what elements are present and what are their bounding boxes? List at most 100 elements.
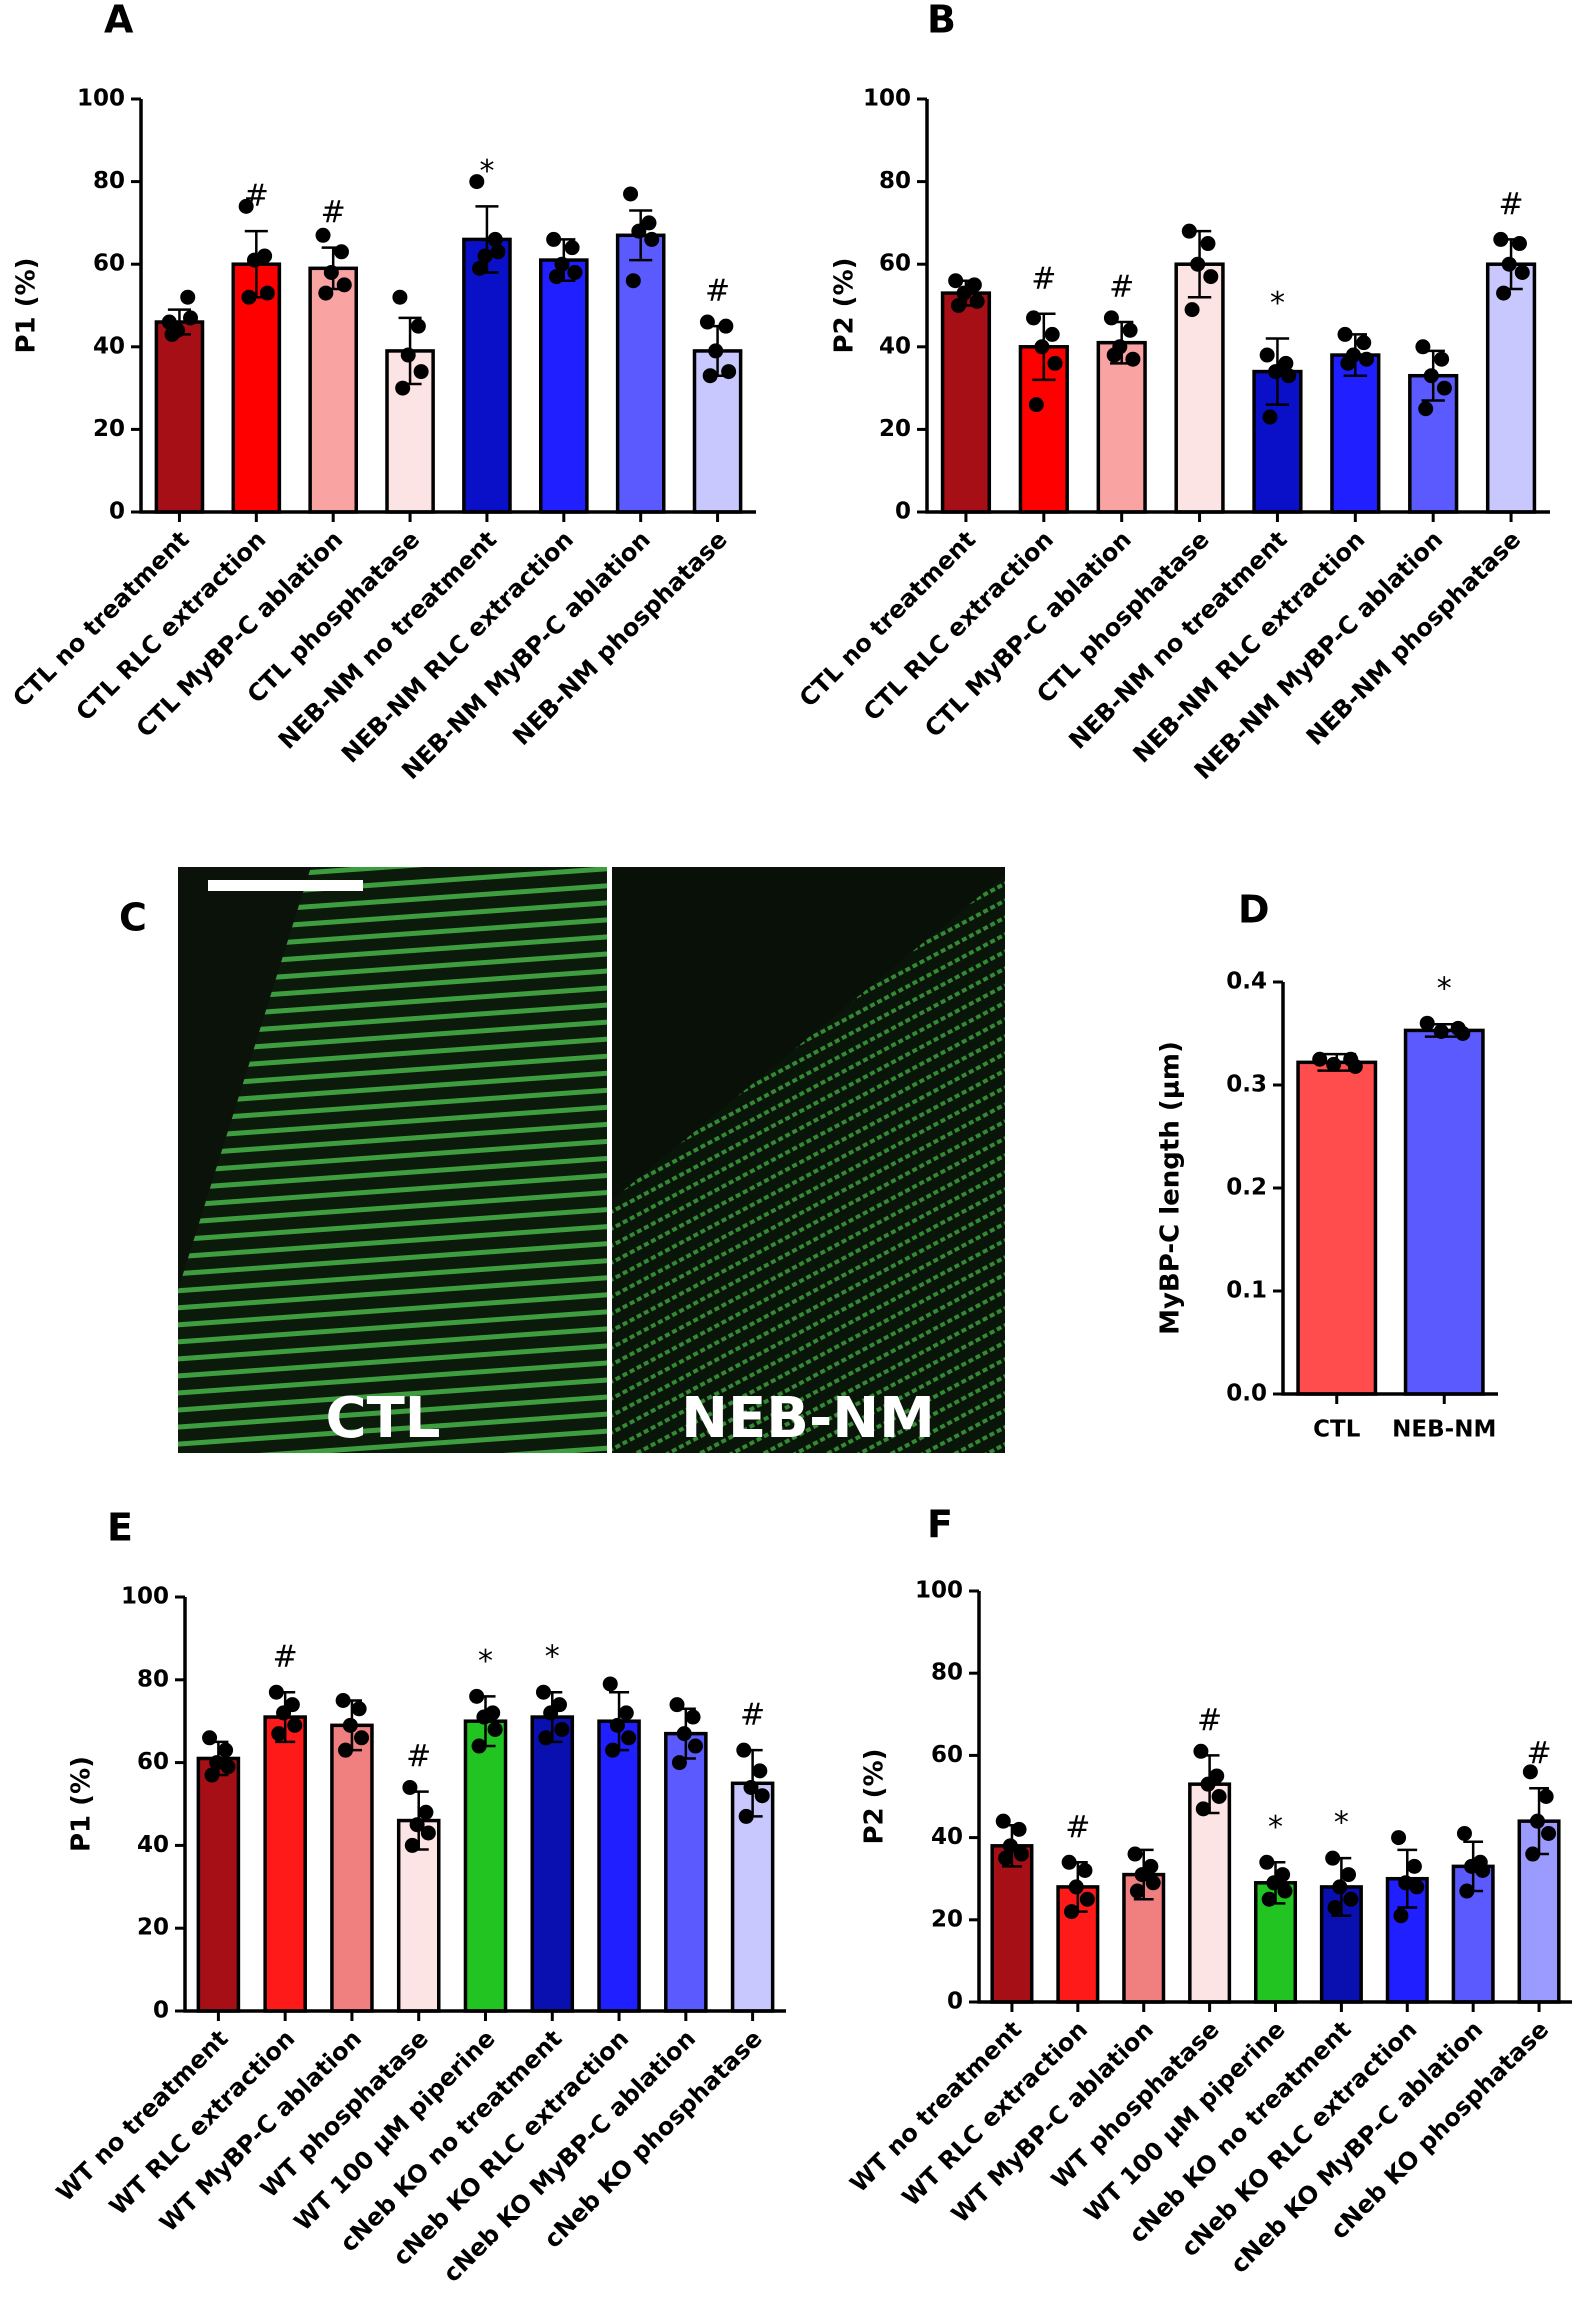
data-point xyxy=(1456,1825,1472,1841)
data-point xyxy=(1200,1776,1216,1792)
data-point xyxy=(1106,347,1122,363)
data-point xyxy=(687,1738,703,1754)
data-point xyxy=(699,314,715,330)
annotation: # xyxy=(406,1739,431,1774)
data-point xyxy=(1496,285,1512,301)
data-point xyxy=(605,1742,621,1758)
micrograph-panel: C CTL NEB-NM xyxy=(119,867,1005,1453)
y-tick-label: 0 xyxy=(109,499,125,525)
data-point xyxy=(204,1767,220,1783)
data-point xyxy=(420,1825,436,1841)
data-point xyxy=(609,1717,625,1733)
data-point xyxy=(1262,409,1278,425)
data-point xyxy=(631,223,647,239)
data-point xyxy=(1026,310,1042,326)
data-point xyxy=(1325,1850,1341,1866)
data-point xyxy=(543,1705,559,1721)
data-point xyxy=(1047,355,1063,371)
annotation: * xyxy=(1270,286,1285,321)
data-point xyxy=(404,1837,420,1853)
panel-letter: F xyxy=(927,1503,953,1547)
data-point xyxy=(1259,347,1275,363)
bar xyxy=(940,291,992,514)
annotation: # xyxy=(1065,1810,1090,1845)
data-point xyxy=(1529,1813,1545,1829)
data-point xyxy=(1419,1015,1435,1031)
y-tick-label: 0 xyxy=(153,1998,169,2024)
data-point xyxy=(1134,1867,1150,1883)
data-point xyxy=(738,1808,754,1824)
data-point xyxy=(685,1709,701,1725)
data-point xyxy=(546,231,562,247)
data-point xyxy=(1511,236,1527,252)
y-tick-label: 0.4 xyxy=(1226,969,1267,995)
data-point xyxy=(1359,351,1375,367)
image-label: NEB-NM xyxy=(681,1386,935,1451)
axes xyxy=(1281,982,1498,1396)
data-point xyxy=(410,318,426,334)
data-point xyxy=(708,343,724,359)
y-tick-label: 0 xyxy=(895,499,911,525)
data-point xyxy=(641,215,657,231)
data-point xyxy=(1493,231,1509,247)
x-tick-label: NEB-NM xyxy=(1392,1417,1496,1443)
data-point xyxy=(1501,256,1517,272)
data-point xyxy=(338,1742,354,1758)
data-point xyxy=(1434,351,1450,367)
data-point xyxy=(1281,368,1297,384)
data-point xyxy=(1044,326,1060,342)
data-point xyxy=(1455,1026,1471,1041)
data-point xyxy=(1193,1743,1209,1759)
data-point xyxy=(1340,355,1356,371)
data-point xyxy=(623,186,639,202)
y-tick-label: 100 xyxy=(915,1578,963,1604)
scale-bar xyxy=(208,880,363,891)
annotation: # xyxy=(321,195,346,230)
data-point xyxy=(956,285,972,301)
data-point xyxy=(1415,339,1431,355)
data-point xyxy=(471,1738,487,1754)
data-point xyxy=(948,273,964,289)
data-point xyxy=(476,1709,492,1725)
data-point xyxy=(1077,1862,1093,1878)
data-point xyxy=(351,1701,367,1717)
y-axis-label: MyBP-C length (µm) xyxy=(1156,1041,1186,1335)
data-point xyxy=(241,289,257,305)
data-point xyxy=(1326,1056,1342,1072)
bar xyxy=(990,1844,1034,2004)
data-point xyxy=(1278,355,1294,371)
bar xyxy=(1330,353,1381,514)
bar xyxy=(1188,1782,1232,2004)
data-point xyxy=(995,1813,1011,1829)
data-point xyxy=(1393,1908,1409,1924)
data-point xyxy=(1312,1051,1328,1067)
annotation: # xyxy=(1109,270,1134,305)
data-point xyxy=(413,364,429,380)
x-tick-label: CTL xyxy=(1313,1417,1361,1443)
data-point xyxy=(1195,1801,1211,1817)
data-point xyxy=(392,289,408,305)
data-point xyxy=(950,298,966,313)
data-point xyxy=(1525,1846,1541,1862)
bar xyxy=(231,262,282,514)
data-point xyxy=(1541,1825,1557,1841)
annotation: * xyxy=(1437,972,1452,1007)
y-axis-label: P2 (%) xyxy=(860,1748,890,1844)
bar xyxy=(530,1715,575,2013)
data-point xyxy=(1327,1899,1343,1915)
data-point xyxy=(1261,1891,1277,1907)
y-tick-label: 60 xyxy=(137,1749,169,1775)
data-point xyxy=(1122,322,1138,338)
data-point xyxy=(1391,1830,1407,1846)
data-point xyxy=(754,1788,770,1804)
y-tick-label: 40 xyxy=(931,1824,963,1850)
bar xyxy=(597,1719,641,2013)
data-point xyxy=(1343,1891,1359,1907)
data-point xyxy=(669,1697,685,1713)
data-point xyxy=(1436,380,1452,396)
data-point xyxy=(1268,364,1284,380)
y-tick-label: 60 xyxy=(93,251,125,277)
y-tick-label: 0 xyxy=(947,1989,963,2015)
data-point xyxy=(336,277,352,293)
